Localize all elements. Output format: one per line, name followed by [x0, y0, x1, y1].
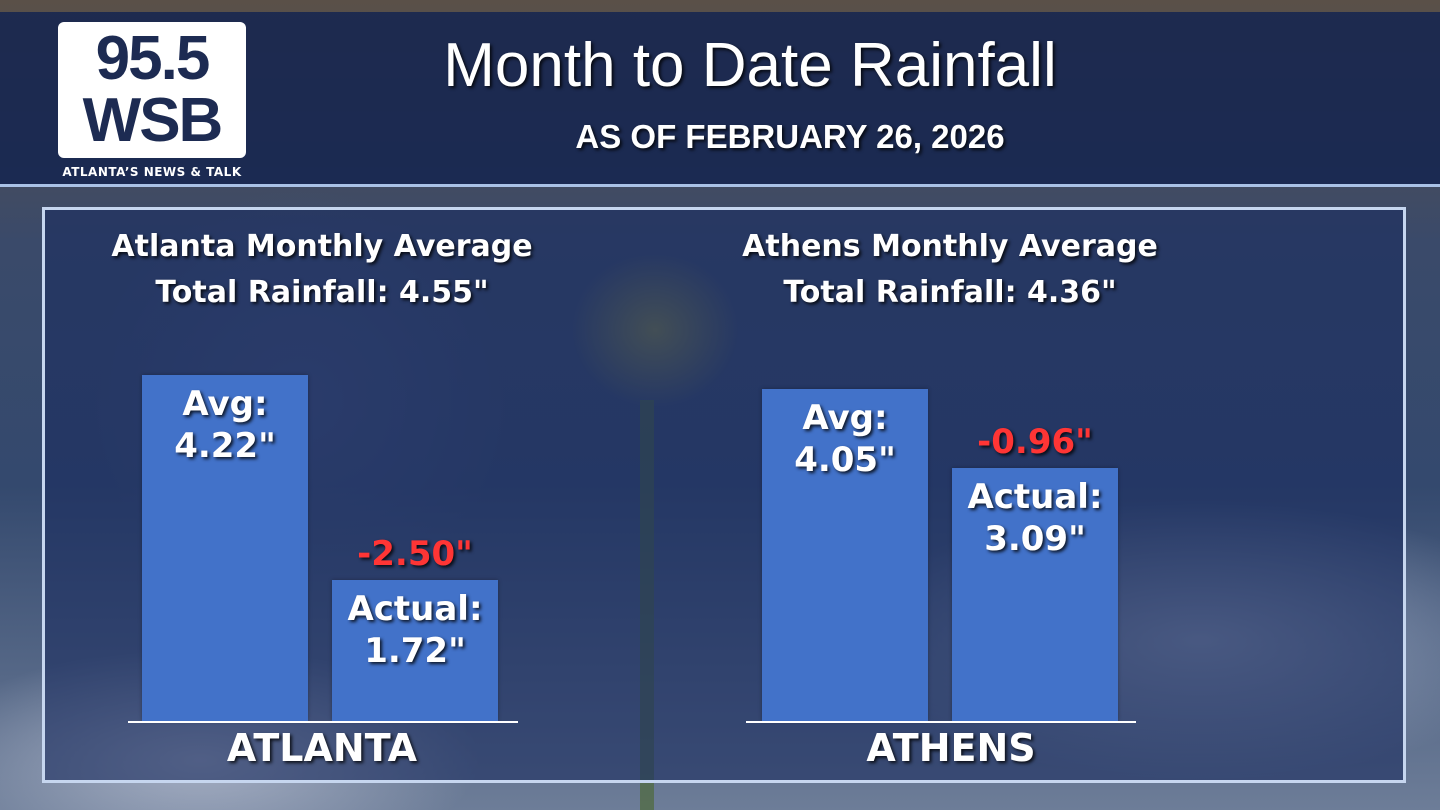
bar-label-line: 1.72" — [364, 630, 466, 671]
bar-label-line: 3.09" — [984, 518, 1086, 559]
title-line: Total Rainfall: 4.36" — [783, 275, 1117, 310]
athens-bar-avg — [762, 388, 928, 721]
atlanta-difference-label: -2.50" — [357, 533, 473, 574]
athens-city-label: ATHENS — [866, 726, 1036, 770]
atlanta-bar-actual — [332, 579, 498, 721]
logo-callsign: WSB — [82, 86, 224, 155]
athens-baseline — [746, 721, 1136, 723]
page-title: Month to Date Rainfall — [443, 31, 1057, 100]
title-line: Atlanta Monthly Average — [111, 229, 533, 264]
bar-label-line: 4.22" — [174, 425, 276, 466]
atlanta-bar-label-avg: Avg: 4.22" — [142, 383, 308, 467]
athens-average-title: Athens Monthly Average Total Rainfall: 4.… — [690, 224, 1210, 316]
title-line: Total Rainfall: 4.55" — [155, 275, 489, 310]
athens-bar-label-avg: Avg: 4.05" — [762, 397, 928, 481]
atlanta-baseline — [128, 721, 518, 723]
athens-bar-actual — [952, 467, 1118, 721]
wsb-logo: 95.5 WSB — [58, 22, 246, 158]
bar-label-line: Actual: — [347, 588, 483, 629]
bar-label-line: Avg: — [182, 383, 268, 424]
atlanta-bar-label-actual: Actual: 1.72" — [332, 588, 498, 672]
logo-tagline: ATLANTA’S NEWS & TALK — [62, 165, 242, 179]
bar-label-line: Avg: — [802, 397, 888, 438]
page-subtitle: AS OF FEBRUARY 26, 2026 — [575, 118, 1005, 155]
bar-label-line: 4.05" — [794, 439, 896, 480]
atlanta-bar-avg — [142, 374, 308, 721]
title-line: Athens Monthly Average — [742, 229, 1158, 264]
logo-frequency: 95.5 — [95, 24, 211, 93]
atlanta-average-title: Atlanta Monthly Average Total Rainfall: 4… — [62, 224, 582, 316]
bar-label-line: Actual: — [967, 476, 1103, 517]
atlanta-city-label: ATLANTA — [226, 726, 418, 770]
athens-bar-label-actual: Actual: 3.09" — [952, 476, 1118, 560]
athens-difference-label: -0.96" — [977, 421, 1093, 462]
